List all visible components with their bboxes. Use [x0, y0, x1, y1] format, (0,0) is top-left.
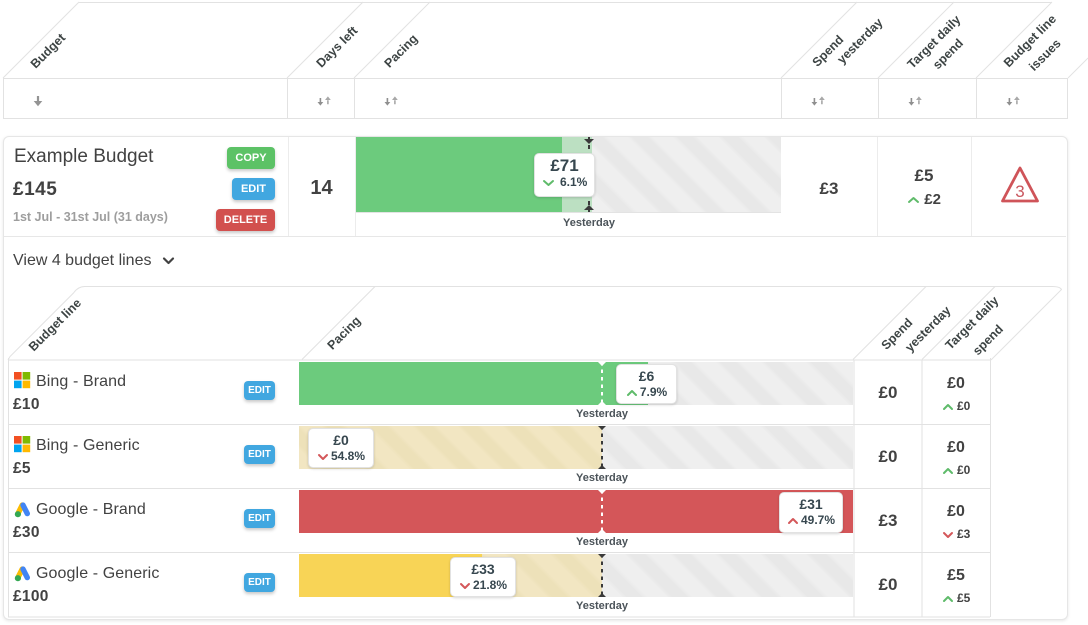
svg-text:3: 3	[1015, 182, 1024, 201]
